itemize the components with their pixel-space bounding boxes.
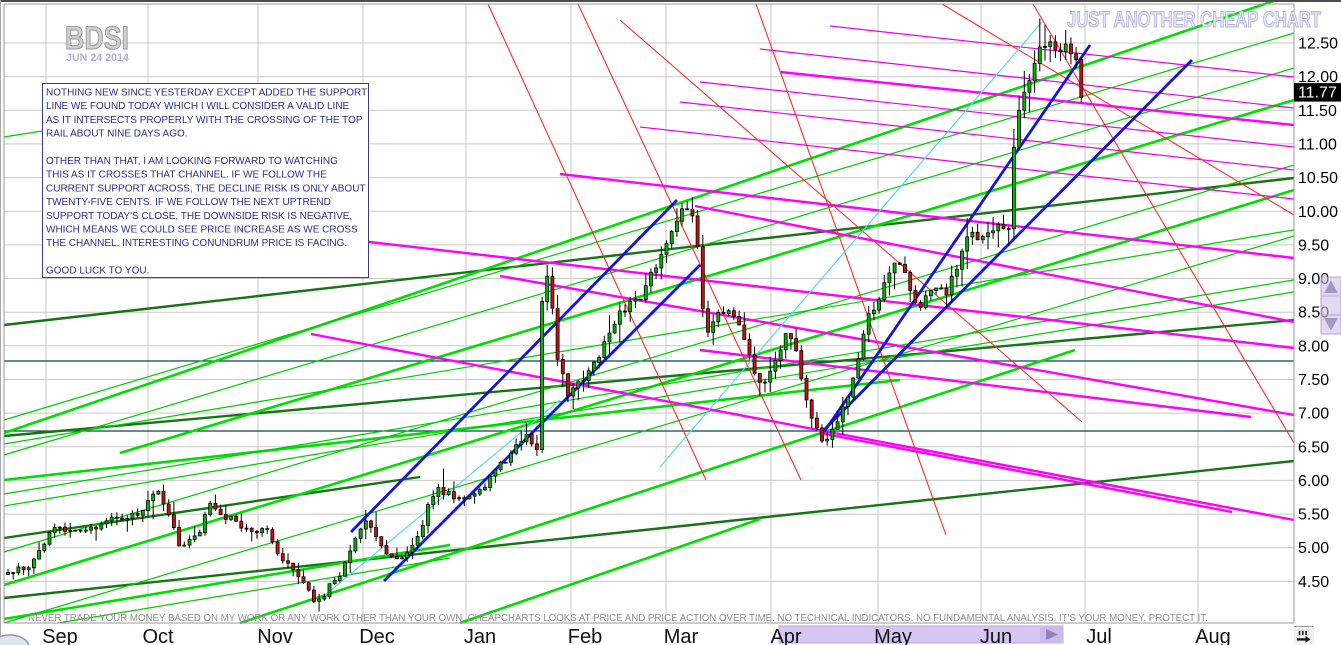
svg-text:GOOD LUCK TO YOU.: GOOD LUCK TO YOU. [46,266,149,277]
svg-text:Aug: Aug [1195,626,1231,645]
svg-text:5.00: 5.00 [1298,540,1329,557]
svg-text:Jun: Jun [980,626,1012,645]
svg-text:Jul: Jul [1086,626,1112,645]
svg-text:12.00: 12.00 [1298,69,1338,86]
svg-text:Feb: Feb [568,626,602,645]
svg-text:10.00: 10.00 [1298,204,1338,221]
svg-text:WHICH MEANS WE COULD SEE PRICE: WHICH MEANS WE COULD SEE PRICE INCREASE … [46,225,358,236]
svg-text:11.77: 11.77 [1298,85,1337,102]
svg-text:THIS AS IT CROSSES THAT CHANNE: THIS AS IT CROSSES THAT CHANNEL. IF WE F… [46,170,327,181]
svg-text:8.00: 8.00 [1298,338,1329,355]
svg-text:Jan: Jan [464,626,496,645]
svg-text:THE CHANNEL. INTERESTING CONUN: THE CHANNEL. INTERESTING CONUNDRUM PRICE… [46,238,347,249]
svg-text:12.50: 12.50 [1298,36,1338,53]
svg-text:Oct: Oct [142,626,174,645]
svg-text:Apr: Apr [770,626,801,645]
svg-text:NEVER TRADE YOUR MONEY BASED O: NEVER TRADE YOUR MONEY BASED ON MY WORK … [28,613,1208,624]
svg-text:NOTHING NEW SINCE YESTERDAY EX: NOTHING NEW SINCE YESTERDAY EXCEPT ADDED… [46,88,367,99]
svg-text:TWENTY-FIVE CENTS. IF WE FOLLO: TWENTY-FIVE CENTS. IF WE FOLLOW THE NEXT… [46,197,331,208]
svg-text:JUN 24 2014: JUN 24 2014 [66,52,130,64]
svg-text:7.50: 7.50 [1298,372,1329,389]
svg-text:RAIL ABOUT NINE DAYS AGO.: RAIL ABOUT NINE DAYS AGO. [46,129,188,140]
svg-text:10.50: 10.50 [1298,170,1338,187]
svg-text:May: May [874,626,912,645]
svg-text:6.00: 6.00 [1298,473,1329,490]
svg-text:Dec: Dec [359,626,395,645]
svg-text:OTHER THAN THAT, I AM LOOKING: OTHER THAN THAT, I AM LOOKING FORWARD TO… [46,156,338,167]
svg-text:CURRENT SUPPORT ACROSS, THE DE: CURRENT SUPPORT ACROSS, THE DECLINE RISK… [46,183,366,194]
svg-text:Mar: Mar [664,626,699,645]
svg-text:SUPPORT TODAY'S CLOSE, THE DOW: SUPPORT TODAY'S CLOSE, THE DOWNSIDE RISK… [46,211,352,222]
svg-text:11.00: 11.00 [1298,136,1337,153]
svg-text:5.50: 5.50 [1298,507,1329,524]
svg-text:Sep: Sep [42,626,78,645]
svg-text:Nov: Nov [257,626,293,645]
svg-text:AS IT INTERSECTS PROPERLY WITH: AS IT INTERSECTS PROPERLY WITH THE CROSS… [46,115,363,126]
svg-text:LINE WE FOUND TODAY WHICH I WI: LINE WE FOUND TODAY WHICH I WILL CONSIDE… [46,101,350,112]
svg-text:11.50: 11.50 [1298,103,1337,120]
svg-text:6.50: 6.50 [1298,439,1329,456]
svg-text:7.00: 7.00 [1298,406,1329,423]
svg-text:9.50: 9.50 [1298,237,1329,254]
svg-text:JUST ANOTHER CHEAP CHART: JUST ANOTHER CHEAP CHART [1067,7,1321,32]
svg-text:4.50: 4.50 [1298,574,1329,591]
svg-text:BDSI: BDSI [65,20,129,56]
